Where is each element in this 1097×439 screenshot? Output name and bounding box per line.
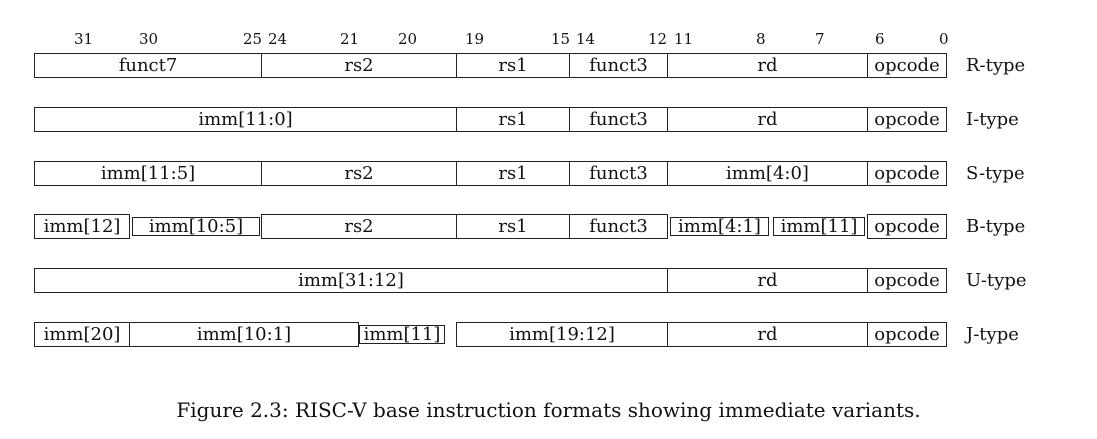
field-imm-12: imm[12] [34,214,130,239]
bit-number-20: 20 [398,30,418,48]
field-imm-11: imm[11] [359,325,445,344]
format-label-i-type: I-type [966,109,1019,130]
field-imm-10-1: imm[10:1] [129,322,359,347]
format-row-r-type: funct7 rs2 rs1 funct3 rd opcode [34,53,947,78]
field-rd: rd [667,322,868,347]
format-row-u-type: imm[31:12] rd opcode [34,268,947,293]
field-imm-10-5: imm[10:5] [132,217,260,236]
format-label-u-type: U-type [966,270,1027,291]
field-opcode: opcode [867,107,947,132]
bit-number-0: 0 [939,30,949,48]
bit-number-12: 12 [648,30,668,48]
field-funct3: funct3 [569,53,668,78]
format-label-b-type: B-type [966,216,1026,237]
bit-number-7: 7 [815,30,825,48]
figure-caption: Figure 2.3: RISC-V base instruction form… [176,398,921,422]
bit-number-25: 25 [243,30,263,48]
field-opcode: opcode [867,53,947,78]
field-opcode: opcode [867,322,947,347]
field-funct3: funct3 [569,214,668,239]
field-imm-4-1: imm[4:1] [670,217,769,236]
field-rd: rd [667,268,868,293]
field-opcode: opcode [867,161,947,186]
field-opcode: opcode [867,214,947,239]
field-rs1: rs1 [456,161,570,186]
format-row-s-type: imm[11:5] rs2 rs1 funct3 imm[4:0] opcode [34,161,947,186]
format-row-j-type: imm[20] imm[10:1] imm[11] imm[19:12] rd … [34,322,947,347]
bit-number-15: 15 [551,30,571,48]
field-imm-19-12: imm[19:12] [456,322,668,347]
bit-number-31: 31 [74,30,94,48]
field-rd: rd [667,53,868,78]
field-imm-11-5: imm[11:5] [34,161,262,186]
bit-number-6: 6 [875,30,885,48]
field-rs1: rs1 [456,53,570,78]
format-label-j-type: J-type [966,324,1019,345]
field-funct3: funct3 [569,107,668,132]
field-rd: rd [667,107,868,132]
bit-number-8: 8 [756,30,766,48]
bit-number-19: 19 [465,30,485,48]
field-funct3: funct3 [569,161,668,186]
format-row-i-type: imm[11:0] rs1 funct3 rd opcode [34,107,947,132]
field-rs2: rs2 [261,161,457,186]
format-label-r-type: R-type [966,55,1026,76]
field-funct7: funct7 [34,53,262,78]
field-imm-20: imm[20] [34,322,130,347]
field-rs2: rs2 [261,214,457,239]
field-imm-11: imm[11] [773,217,865,236]
bit-number-11: 11 [674,30,694,48]
field-imm-31-12: imm[31:12] [34,268,668,293]
field-opcode: opcode [867,268,947,293]
field-imm-11-0: imm[11:0] [34,107,457,132]
field-rs1: rs1 [456,107,570,132]
bit-number-14: 14 [576,30,596,48]
bit-number-30: 30 [139,30,159,48]
format-row-b-type: imm[12] imm[10:5] rs2 rs1 funct3 imm[4:1… [34,214,947,239]
bit-number-21: 21 [340,30,360,48]
field-imm-4-0: imm[4:0] [667,161,868,186]
bit-number-24: 24 [268,30,288,48]
field-rs1: rs1 [456,214,570,239]
field-rs2: rs2 [261,53,457,78]
format-label-s-type: S-type [966,163,1025,184]
